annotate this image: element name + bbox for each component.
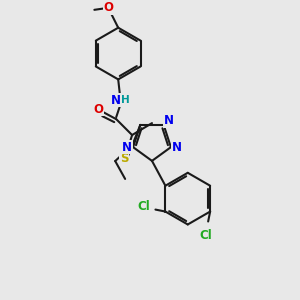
Text: N: N	[172, 141, 182, 154]
Text: H: H	[121, 95, 130, 105]
Text: S: S	[120, 152, 128, 165]
Text: O: O	[93, 103, 103, 116]
Text: N: N	[122, 141, 132, 154]
Text: Cl: Cl	[137, 200, 150, 213]
Text: N: N	[111, 94, 121, 107]
Text: Cl: Cl	[200, 229, 212, 242]
Text: O: O	[103, 1, 113, 14]
Text: N: N	[164, 114, 174, 128]
